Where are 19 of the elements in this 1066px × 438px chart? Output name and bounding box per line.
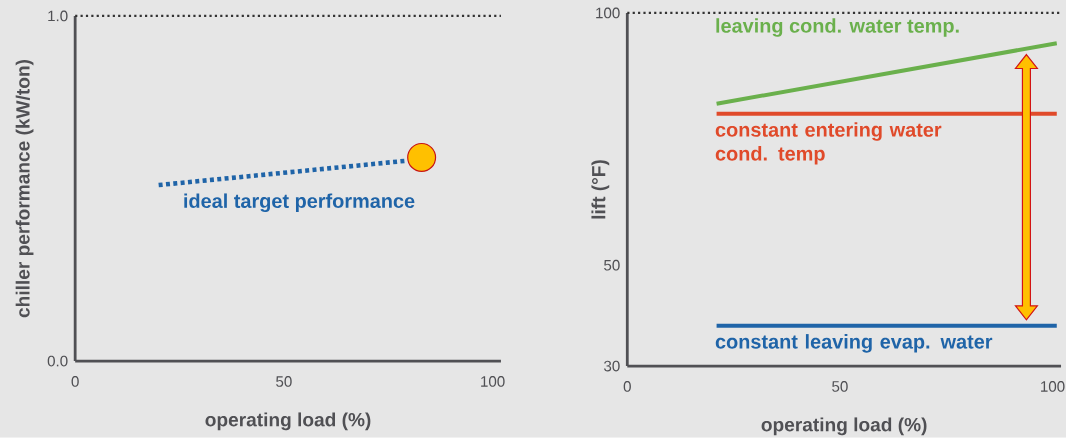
x-axis-title: operating load (%) — [761, 417, 927, 436]
x-axis-title: operating load (%) — [205, 412, 371, 431]
series-label: leaving cond. water temp. — [716, 18, 959, 37]
y-tick-label: 100 — [596, 7, 620, 19]
y-tick-label: 0.0 — [47, 355, 68, 367]
x-tick-label: 100 — [481, 376, 505, 387]
y-axis-title: chiller performance (kW/ton) — [15, 60, 34, 318]
x-tick-label: 50 — [832, 381, 848, 392]
y-tick-label: 50 — [604, 259, 620, 271]
y-tick-label: 30 — [604, 360, 620, 372]
x-tick-label: 0 — [623, 381, 631, 392]
y-axis-title: lift (°F) — [591, 160, 610, 219]
x-tick-label: 50 — [276, 376, 292, 387]
series-label: constant entering water cond. temp — [715, 122, 942, 165]
series-label: constant leaving evap. water — [715, 334, 993, 353]
series-label: ideal target performance — [184, 193, 415, 213]
y-tick-label: 1.0 — [48, 10, 68, 22]
x-tick-label: 100 — [1041, 381, 1065, 392]
x-tick-label: 0 — [71, 376, 79, 387]
